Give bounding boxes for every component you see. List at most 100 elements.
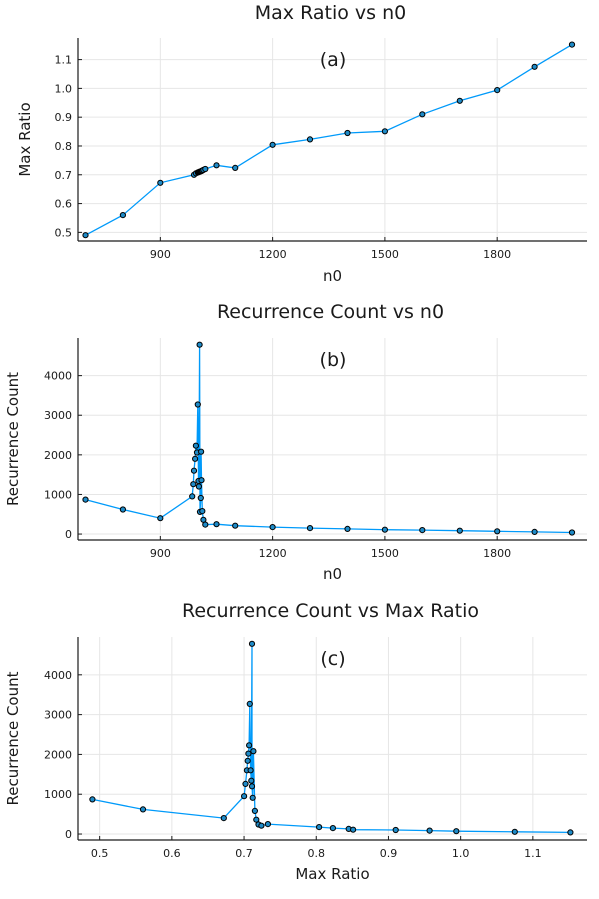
chart-panel-1: 900 1200 1500 1800 0.5 0.6 0.7 0.8 0.9 1.0 1.1 Max … [16,2,587,285]
chart-title: Max Ratio vs n0 [255,2,406,24]
data-point [531,63,538,70]
data-point [250,748,257,755]
data-point [198,477,205,484]
y-tick-label: 0 [65,528,72,541]
data-point [350,826,357,833]
y-tick-label: 0.6 [55,198,73,211]
data-point [306,136,314,143]
data-point [244,757,251,764]
data-point [456,97,463,104]
data-point [426,827,433,834]
data-point [568,529,576,536]
y-tick-label: 1000 [44,488,72,501]
y-tick-label: 3000 [44,409,72,422]
data-point [242,780,249,788]
x-tick-label: 1200 [259,248,287,261]
y-tick-label: 2000 [44,449,72,462]
x-tick-label: 1800 [483,547,511,560]
data-point [531,528,538,536]
data-point [329,825,336,832]
data-point [316,824,323,831]
data-point [89,796,96,803]
data-point [197,494,204,502]
y-tick-label: 0.7 [55,169,73,182]
data-point [232,164,239,171]
x-axis-label: n0 [323,565,342,583]
panel-label: (b) [320,349,347,371]
x-tick-label: 1800 [483,248,511,261]
x-tick-label: 0.5 [91,847,109,860]
data-point [306,525,314,532]
data-point [119,212,127,219]
data-point [453,828,460,835]
data-point [194,401,201,408]
y-axis-label: Recurrence Count [4,671,22,805]
data-point [190,467,198,474]
x-tick-label: 1500 [371,248,399,261]
panel-label: (a) [320,49,346,71]
data-point [494,528,501,535]
y-axis-label: Max Ratio [16,102,34,176]
y-tick-label: 4000 [44,370,72,383]
data-point [199,508,206,515]
data-point [494,87,501,94]
data-point [213,162,220,169]
data-point [202,165,209,173]
data-point [456,527,463,534]
data-point [198,448,205,455]
data-point [258,822,265,829]
x-tick-label: 900 [150,248,171,261]
data-point [246,700,253,708]
data-point [213,521,220,528]
data-point [189,493,196,500]
data-point [248,640,256,647]
x-axis-label: n0 [323,267,342,285]
data-point [232,522,239,529]
y-tick-label: 4000 [44,669,72,682]
y-tick-label: 0 [65,828,72,841]
data-point [245,750,252,757]
data-point [241,793,248,800]
y-axis-label: Recurrence Count [4,372,22,506]
y-tick-label: 0.9 [55,111,73,124]
data-point [419,527,426,534]
data-point [269,141,276,148]
data-point [392,826,399,834]
y-tick-label: 2000 [44,748,72,761]
x-tick-label: 1200 [259,547,287,560]
data-point [82,232,89,239]
data-point [567,829,574,836]
x-tick-label: 1500 [371,547,399,560]
data-point [192,455,199,462]
data-point [139,806,147,813]
x-tick-label: 0.7 [235,847,253,860]
panel-label: (c) [320,648,345,670]
data-point [157,515,164,522]
x-tick-label: 0.8 [308,847,326,860]
data-point [344,525,351,533]
data-point [202,521,209,528]
data-point [195,483,202,490]
x-tick-label: 1.1 [524,847,542,860]
series-line [85,344,573,534]
x-tick-label: 0.9 [380,847,398,860]
data-point [246,742,253,749]
y-tick-label: 0.8 [55,140,73,153]
data-point [220,815,227,822]
chart-title: Recurrence Count vs Max Ratio [182,600,479,622]
series-line [92,643,571,834]
chart-panel-2: 900 1200 1500 1800 0 1000 2000 3000 4000 Recurren… [4,301,587,583]
y-tick-label: 0.5 [55,226,73,239]
data-point [381,526,388,533]
data-point [251,807,258,815]
y-tick-label: 1.0 [55,82,73,95]
data-point [248,777,255,784]
data-point [192,442,199,449]
data-point [511,828,518,835]
x-tick-label: 0.6 [163,847,181,860]
x-tick-label: 900 [150,547,171,560]
data-point [264,821,271,828]
data-point [82,496,89,503]
data-point [119,506,127,513]
